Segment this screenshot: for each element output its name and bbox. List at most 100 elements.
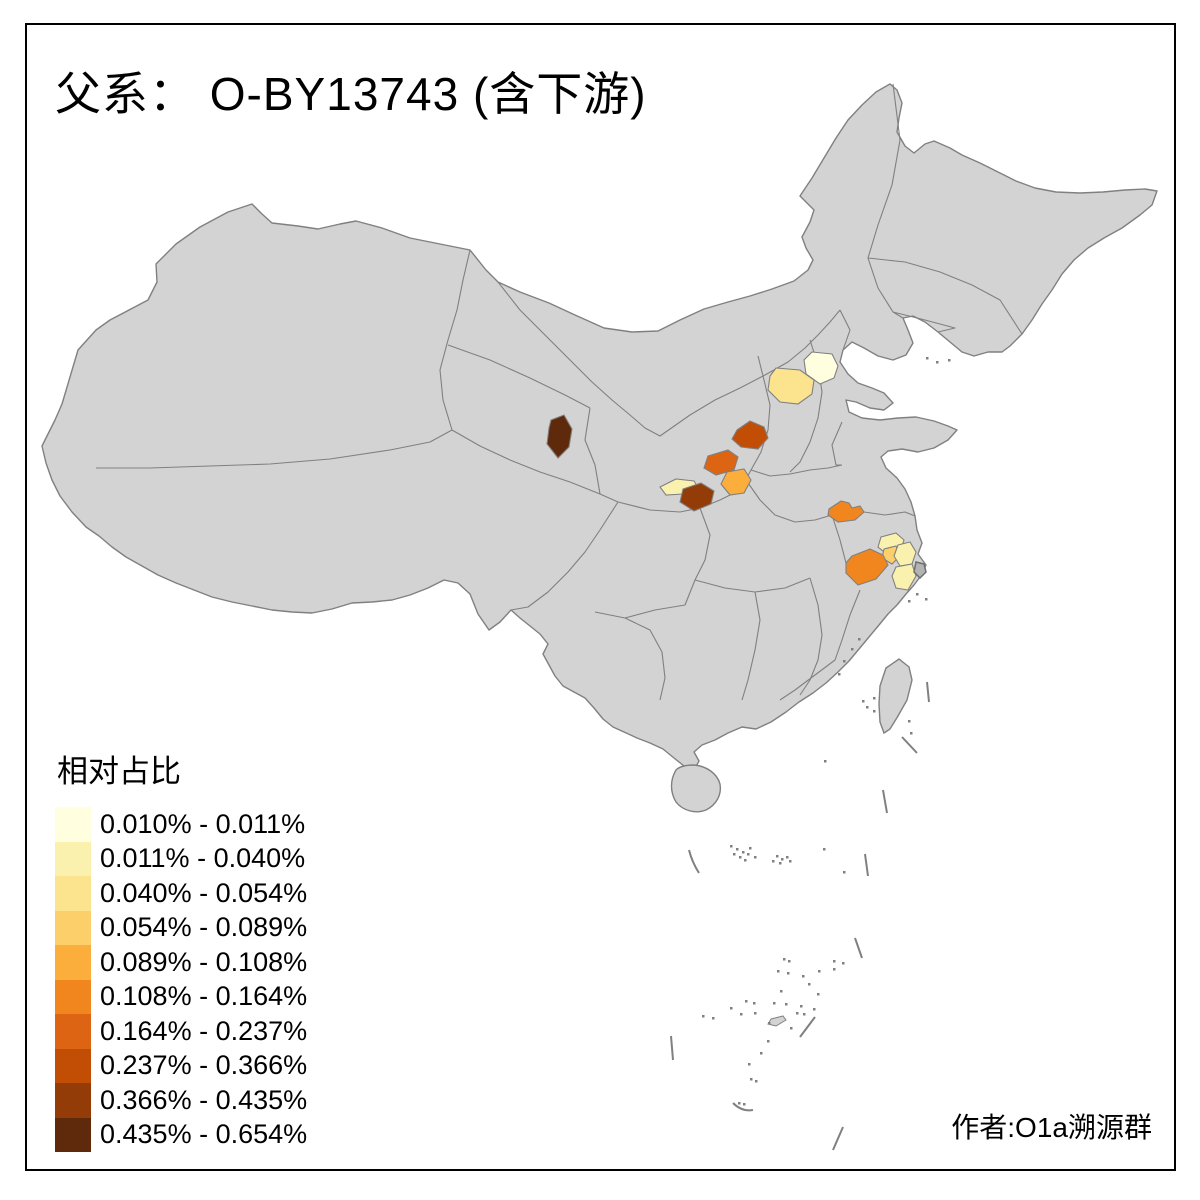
island-speck <box>866 706 869 709</box>
island-speck <box>738 1102 741 1105</box>
island-speck <box>768 1022 771 1025</box>
legend-label: 0.108% - 0.164% <box>100 981 308 1012</box>
island-speck <box>936 361 939 364</box>
island-speck <box>760 1052 763 1055</box>
island-speck <box>754 1012 757 1015</box>
legend-swatch <box>55 910 91 945</box>
island-speck <box>789 860 792 863</box>
island-speck <box>803 1013 806 1016</box>
legend-swatch <box>55 1048 91 1083</box>
map-region-beijing-area <box>803 351 839 385</box>
legend-row: 0.237% - 0.366% <box>55 1048 308 1083</box>
map-region-shaanxi-east <box>720 468 752 496</box>
island-speck <box>753 1002 756 1005</box>
island-speck <box>772 860 775 863</box>
island-speck <box>833 968 836 971</box>
island-speck <box>783 958 786 961</box>
legend-row: 0.366% - 0.435% <box>55 1083 307 1118</box>
island-speck <box>802 975 805 978</box>
legend-row: 0.108% - 0.164% <box>55 979 308 1014</box>
legend-label: 0.089% - 0.108% <box>100 946 308 977</box>
island-speck <box>926 357 929 360</box>
legend-swatch <box>55 945 91 980</box>
island-speck <box>748 1063 751 1066</box>
page-title: 父系： O-BY13743 (含下游) <box>55 68 647 120</box>
legend-label: 0.366% - 0.435% <box>100 1084 308 1115</box>
map-region-zhejiang-west <box>845 548 889 586</box>
island-speck <box>873 710 876 713</box>
island-speck <box>733 853 736 856</box>
island-speck <box>777 970 780 973</box>
map-region-qinghai-east <box>546 414 573 459</box>
island-speck <box>781 858 784 861</box>
map-region-shanxi-north <box>731 420 769 450</box>
island-speck <box>818 970 821 973</box>
island-speck <box>743 1103 746 1106</box>
island-speck <box>773 1002 776 1005</box>
map-region-hebei-northwest <box>767 367 815 405</box>
island-speck <box>788 960 791 963</box>
province-borders <box>96 83 1023 701</box>
legend-row: 0.435% - 0.654% <box>55 1117 308 1152</box>
taiwan-island <box>878 658 913 735</box>
legend-label: 0.164% - 0.237% <box>100 1015 308 1046</box>
island-speck <box>808 983 811 986</box>
island-speck <box>838 673 841 676</box>
legend-swatch <box>55 876 91 911</box>
legend-rows: 0.010% - 0.011% 0.011% - 0.040% 0.040% - 0… <box>55 807 307 1152</box>
legend-label: 0.435% - 0.654% <box>100 1119 308 1150</box>
legend-swatch <box>55 807 91 842</box>
boundary-dashes <box>670 681 930 1151</box>
hainan-island <box>670 764 722 813</box>
legend-swatch <box>55 1117 91 1152</box>
island-speck <box>740 1013 743 1016</box>
island-speck <box>910 732 913 735</box>
author-credit: 作者:O1a溯源群 <box>951 1112 1152 1143</box>
map-region-shaanxi-central <box>703 449 739 476</box>
island-speck <box>790 1027 793 1030</box>
island-speck <box>843 660 846 663</box>
island-speck <box>787 972 790 975</box>
legend-swatch <box>55 979 91 1014</box>
legend-label: 0.237% - 0.366% <box>100 1050 308 1081</box>
island-speck <box>813 1008 816 1011</box>
island-speck <box>712 1017 715 1020</box>
island-speck <box>730 1007 733 1010</box>
legend-title: 相对占比 <box>57 754 181 789</box>
island-speck <box>862 700 865 703</box>
legend-row: 0.054% - 0.089% <box>55 910 308 945</box>
island-speck <box>754 856 757 859</box>
island-speck <box>800 1005 803 1008</box>
legend-row: 0.011% - 0.040% <box>55 841 307 876</box>
island-speck <box>916 593 919 596</box>
figure-border <box>25 23 1176 1171</box>
island-speck <box>749 847 752 850</box>
legend-label: 0.040% - 0.054% <box>100 877 308 908</box>
legend-swatch <box>55 841 91 876</box>
island-speck <box>755 1080 758 1083</box>
island-speck <box>824 760 827 763</box>
island-speck <box>851 648 854 651</box>
island-speck <box>750 1078 753 1081</box>
legend-label: 0.011% - 0.040% <box>100 843 306 874</box>
china-mainland-outline <box>41 83 1158 771</box>
island-speck <box>742 851 745 854</box>
legend-swatch <box>55 1083 91 1118</box>
shanghai-area <box>913 561 927 580</box>
map-region-delta-south-pale <box>891 563 917 591</box>
island-speck <box>785 1003 788 1006</box>
legend: 相对占比 0.010% - 0.011% 0.011% - 0.040% 0.040… <box>55 746 307 1152</box>
island-speck <box>833 960 836 963</box>
island-speck <box>736 848 739 851</box>
island-speck <box>767 1040 770 1043</box>
island-speck <box>776 855 779 858</box>
island-speck <box>747 853 750 856</box>
island-speck <box>730 845 733 848</box>
legend-label: 0.054% - 0.089% <box>100 912 308 943</box>
island-speck <box>780 990 783 993</box>
island-speck <box>948 359 951 362</box>
island-specks <box>702 357 951 1106</box>
island-speck <box>823 848 826 851</box>
